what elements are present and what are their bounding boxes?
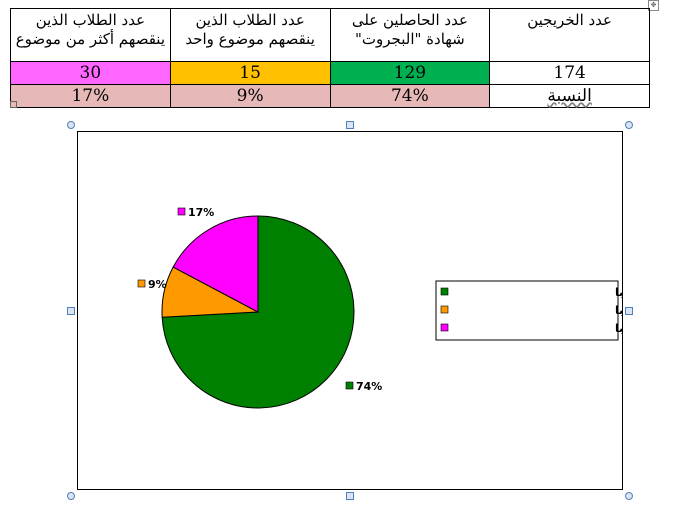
legend-box[interactable]: [435, 280, 619, 341]
pie-slice-missing-more[interactable]: [172, 215, 259, 313]
count-missing-one: 15: [169, 61, 331, 85]
header-missing-more: عدد الطلاب الذين ينقصهم أكثر من موضوع: [10, 8, 171, 62]
handle-top-right[interactable]: [625, 121, 633, 129]
count-missing-more: 30: [10, 61, 171, 85]
legend-key-bagrut: [440, 287, 449, 296]
data-label-key-missing-one: [137, 279, 146, 288]
header-missing-one: عدد الطلاب الذين ينقصهم موضوع واحد: [169, 8, 331, 62]
legend-entry-missing-one: ينقصهم موضوع واحد, 15 طالبا: [615, 304, 622, 317]
handle-middle-left[interactable]: [67, 307, 75, 315]
handle-bottom-left[interactable]: [67, 492, 75, 500]
data-label-bagrut: 74%: [356, 380, 382, 393]
paragraph-anchor: [10, 101, 17, 108]
summary-table: عدد الخريجين عدد الحاصلين على شهادة "الب…: [10, 8, 650, 108]
header-bagrut-text: عدد الحاصلين على شهادة "البجروت": [351, 11, 468, 48]
header-bagrut: عدد الحاصلين على شهادة "البجروت": [329, 8, 491, 62]
data-label-key-bagrut: [345, 381, 354, 390]
count-graduates: 174: [489, 61, 650, 85]
handle-bottom-right[interactable]: [625, 492, 633, 500]
data-label-missing-more: 17%: [188, 206, 214, 219]
header-graduates: عدد الخريجين: [489, 8, 650, 62]
chart-area[interactable]: 74% 9% 17% ذوو استحقاق بجروت, 129 طالبا ينقص…: [77, 131, 623, 490]
pie-chart: 74% 9% 17% ذوو استحقاق بجروت, 129 طالبا ينقص…: [137, 206, 622, 409]
handle-middle-right[interactable]: [625, 307, 633, 315]
table-move-handle[interactable]: ✥: [648, 0, 659, 11]
legend-key-missing-more: [440, 323, 449, 332]
percent-missing-one: 9%: [169, 84, 331, 108]
count-bagrut: 129: [329, 61, 491, 85]
handle-bottom-middle[interactable]: [346, 492, 354, 500]
legend-entry-missing-more: ينقصهم أكثر من موضوع, 30 طالبا: [615, 321, 622, 335]
percent-bagrut: 74%: [329, 84, 491, 108]
percent-missing-more: 17%: [10, 84, 171, 108]
data-label-key-missing-more: [177, 207, 186, 216]
handle-top-left[interactable]: [67, 121, 75, 129]
handle-top-middle[interactable]: [346, 121, 354, 129]
percent-label: النسبة: [489, 84, 650, 108]
legend-key-missing-one: [440, 305, 449, 314]
legend-entry-bagrut: ذوو استحقاق بجروت, 129 طالبا: [615, 286, 622, 299]
data-label-missing-one: 9%: [148, 278, 167, 291]
